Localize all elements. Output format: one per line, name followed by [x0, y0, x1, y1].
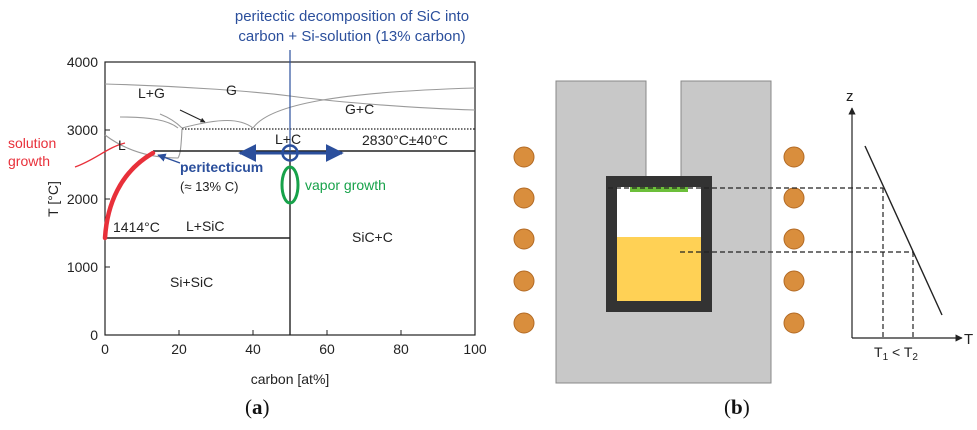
coil	[513, 187, 535, 209]
x-tick-label: 20	[171, 341, 187, 357]
peritectic-temperature: 2830°C±40°C	[362, 132, 448, 148]
crucible-gas-space	[617, 187, 701, 237]
melt-temperature: 1414°C	[113, 219, 160, 235]
peritecticum-label: peritecticum	[180, 159, 263, 175]
region-Si-plus-SiC: Si+SiC	[170, 274, 213, 290]
region-G-plus-C: G+C	[345, 101, 374, 117]
melt	[617, 237, 701, 301]
phase-diagram-panel: 0 20 40 60 80 100 0 1000 2000 3000 4000 …	[8, 8, 487, 419]
region-SiC-plus-C: SiC+C	[352, 229, 393, 245]
vapor-growth-label: vapor growth	[305, 177, 386, 193]
region-L-plus-C: L+C	[275, 131, 301, 147]
region-G: G	[226, 82, 237, 98]
x-axis-title: carbon [at%]	[251, 371, 330, 387]
coil	[783, 312, 805, 334]
x-tick-label: 80	[393, 341, 409, 357]
growth-setup-panel: z T T1 < T2 (b)	[513, 80, 973, 419]
z-axis-label: z	[846, 88, 854, 105]
temperature-gradient-line	[864, 145, 943, 316]
L-plus-G-arrow	[179, 109, 206, 123]
coil	[513, 228, 535, 250]
coil	[783, 146, 805, 168]
top-annotation-line1: peritectic decomposition of SiC into	[235, 8, 469, 25]
t-axis-label: T	[964, 331, 973, 348]
seed-crystal	[630, 187, 688, 192]
coil	[513, 270, 535, 292]
vapor-growth-ellipse	[280, 165, 300, 205]
coil	[783, 187, 805, 209]
peritecticum-arrow	[157, 153, 181, 164]
heating-coils-right	[783, 146, 805, 334]
region-L: L	[118, 137, 126, 153]
caption-a: (a)	[245, 395, 270, 419]
phase-lines	[105, 150, 475, 335]
y-tick-label: 4000	[67, 54, 98, 70]
liquidus-curve	[104, 128, 183, 159]
x-tick-label: 60	[319, 341, 335, 357]
t1-less-t2-label: T1 < T2	[874, 344, 918, 363]
coil	[783, 270, 805, 292]
top-annotation-line2: carbon + Si-solution (13% carbon)	[238, 28, 465, 45]
y-tick-label: 2000	[67, 191, 98, 207]
caption-b: (b)	[724, 395, 750, 419]
solution-growth-pointer	[74, 142, 126, 168]
peritecticum-sublabel: (≈ 13% C)	[180, 179, 238, 194]
peritectic-circle	[281, 144, 299, 162]
y-tick-label: 1000	[67, 259, 98, 275]
coil	[513, 312, 535, 334]
temperature-guide-lines	[608, 187, 914, 338]
solution-growth-curve	[102, 150, 156, 241]
coil	[783, 228, 805, 250]
region-L-plus-G: L+G	[138, 85, 165, 101]
y-axis-ticks	[105, 61, 110, 336]
y-axis-title: T [°C]	[45, 181, 61, 217]
x-axis-ticks	[104, 330, 476, 335]
y-tick-label: 0	[90, 327, 98, 343]
x-tick-label: 100	[463, 341, 487, 357]
coil	[513, 146, 535, 168]
heating-coils-left	[513, 146, 535, 334]
solution-growth-label-1: solution	[8, 135, 56, 151]
x-tick-label: 0	[101, 341, 109, 357]
region-L-plus-SiC: L+SiC	[186, 218, 225, 234]
x-tick-label: 40	[245, 341, 261, 357]
y-tick-label: 3000	[67, 122, 98, 138]
solution-growth-label-2: growth	[8, 153, 50, 169]
